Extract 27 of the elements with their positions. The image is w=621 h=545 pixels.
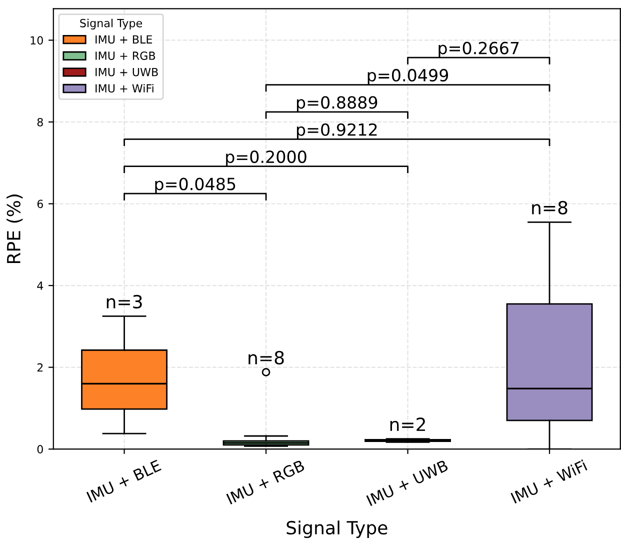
annotation: n=8 bbox=[248, 350, 284, 365]
y-tick-label: 6 bbox=[37, 200, 43, 208]
x-tick-label: IMU + BLE bbox=[86, 460, 162, 503]
annotation: n=8 bbox=[532, 200, 568, 214]
annotation: n=3 bbox=[106, 294, 142, 309]
y-tick-label: 8 bbox=[37, 118, 43, 126]
x-tick-label: IMU + WiFi bbox=[510, 459, 588, 504]
legend-label: IMU + RGB bbox=[96, 52, 156, 60]
annotation: p=0.0499 bbox=[368, 68, 448, 85]
x-axis-title: Signal Type bbox=[286, 520, 388, 538]
annotation: p=0.2000 bbox=[226, 150, 306, 166]
y-tick-label: 2 bbox=[37, 363, 43, 372]
x-tick-label: IMU + UWB bbox=[366, 460, 449, 506]
legend-title: Signal Type bbox=[80, 18, 142, 30]
y-tick-label: 10 bbox=[30, 36, 43, 45]
annotation: p=0.8889 bbox=[296, 96, 378, 112]
x-tick-label: IMU + RGB bbox=[226, 460, 306, 505]
legend-label: IMU + BLE bbox=[96, 35, 152, 44]
annotation: p=0.9212 bbox=[296, 123, 377, 140]
legend-label: IMU + WiFi bbox=[96, 84, 154, 93]
y-axis-title: RPE (%) bbox=[6, 194, 23, 264]
annotation: p=0.2667 bbox=[438, 42, 519, 58]
legend-label: IMU + UWB bbox=[96, 68, 158, 76]
annotation: p=0.0485 bbox=[155, 178, 236, 194]
annotation: n=2 bbox=[390, 418, 425, 431]
y-tick-label: 0 bbox=[37, 445, 43, 454]
y-tick-label: 4 bbox=[37, 282, 44, 290]
